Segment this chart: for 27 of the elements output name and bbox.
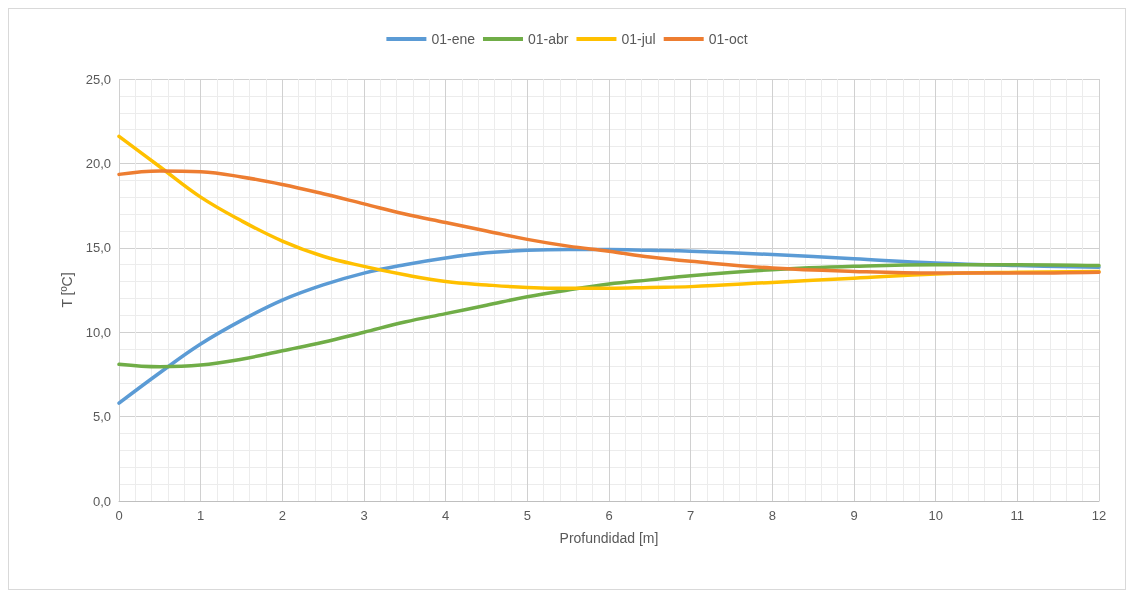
x-tick-label: 12	[1091, 508, 1107, 523]
x-tick-label: 9	[850, 508, 858, 523]
line-series	[117, 262, 1101, 369]
x-tick-label: 5	[523, 508, 531, 523]
x-tick-label: 7	[687, 508, 695, 523]
y-tick-label: 10,0	[85, 324, 111, 340]
x-tick-label: 2	[278, 508, 286, 523]
x-tick-label: 10	[928, 508, 943, 523]
legend-label: 01-oct	[708, 31, 748, 47]
x-tick-label: 0	[115, 508, 123, 523]
y-axis-title: T [ºC]	[59, 272, 75, 308]
legend-label: 01-abr	[527, 31, 569, 47]
y-tick-label: 15,0	[85, 240, 111, 256]
y-tick-label: 0,0	[92, 493, 111, 509]
y-tick-label: 20,0	[85, 155, 111, 171]
x-tick-label: 11	[1010, 508, 1025, 523]
x-tick-label: 8	[768, 508, 776, 523]
x-tick-label: 1	[197, 508, 205, 523]
x-tick-label: 4	[442, 508, 450, 523]
x-tick-label: 6	[605, 508, 613, 523]
legend-label: 01-jul	[621, 31, 656, 47]
x-axis-title: Profundidad [m]	[559, 530, 659, 546]
y-tick-label: 5,0	[92, 409, 111, 425]
x-tick-label: 3	[360, 508, 368, 523]
line-series	[117, 169, 1101, 275]
legend-label: 01-ene	[431, 31, 476, 47]
y-tick-label: 25,0	[85, 71, 111, 87]
